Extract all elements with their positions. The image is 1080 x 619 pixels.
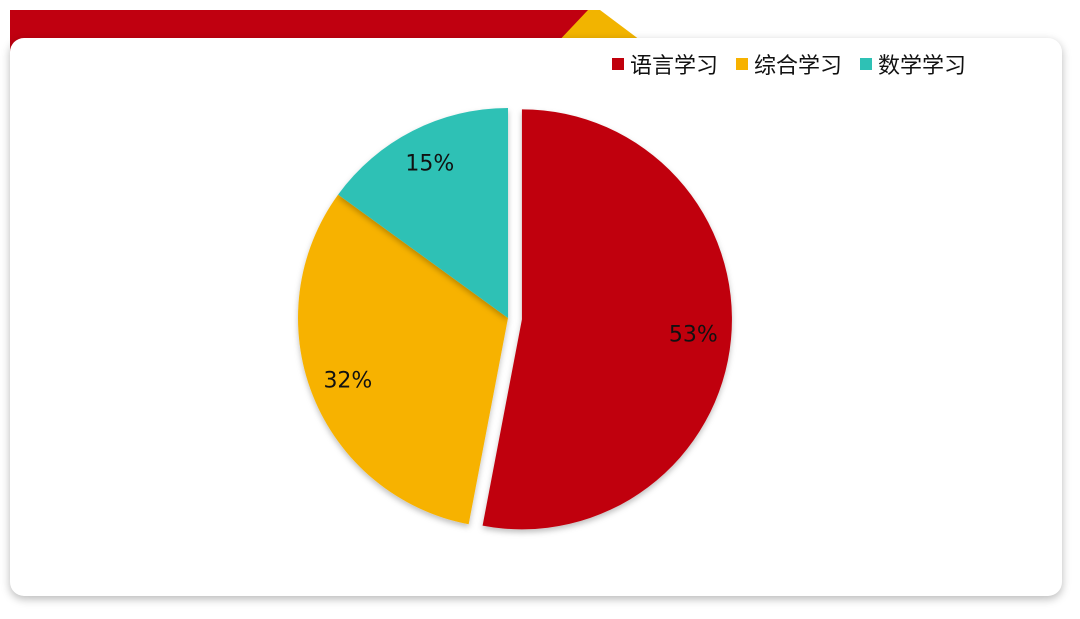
legend-label-language: 语言学习 [630,54,719,79]
legend-item-comprehensive: 综合学习 [736,48,842,80]
pie-label-math: 15% [405,152,454,177]
legend-item-language: 语言学习 [612,48,718,80]
pie-slice-language [482,109,732,530]
pie-label-comprehensive: 32% [323,368,372,393]
legend-label-math: 数学学习 [878,54,967,79]
pie-label-language: 53% [669,323,718,348]
chart-title: 不同类别产品数量占比 [26,41,376,81]
pie-slice-math [338,108,508,318]
pie-slice-comprehensive [297,194,508,525]
legend-swatch-math [860,58,873,70]
chart-legend: 语言学习 综合学习 数学学习 [612,48,966,80]
legend-swatch-language [612,58,624,70]
legend-swatch-comprehensive [736,58,749,70]
legend-label-comprehensive: 综合学习 [754,54,843,79]
legend-item-math: 数学学习 [860,48,966,80]
